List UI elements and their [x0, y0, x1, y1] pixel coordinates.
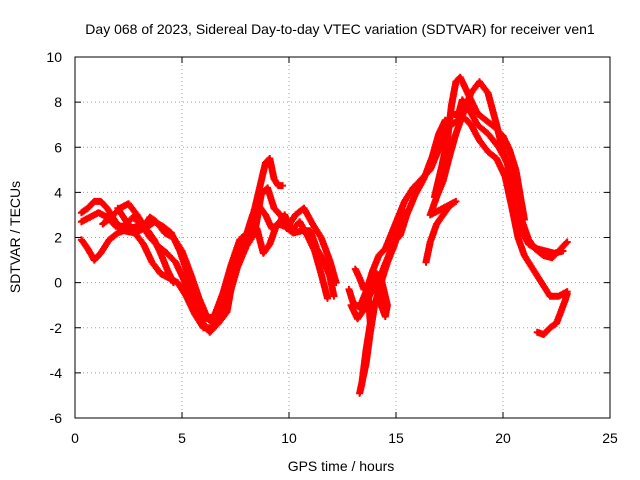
y-tick-label: 4 — [54, 184, 62, 200]
x-tick-label: 5 — [178, 430, 186, 446]
x-tick-label: 15 — [388, 430, 404, 446]
x-tick-label: 10 — [281, 430, 297, 446]
x-axis-label: GPS time / hours — [288, 458, 395, 474]
x-tick-label: 20 — [495, 430, 511, 446]
x-tick-label: 0 — [71, 430, 79, 446]
series-markers — [533, 290, 571, 338]
chart-title: Day 068 of 2023, Sidereal Day-to-day VTE… — [85, 21, 595, 37]
y-tick-label: -2 — [50, 320, 63, 336]
series-trace-10 — [533, 290, 571, 338]
y-tick-label: 8 — [54, 94, 62, 110]
series-markers — [114, 184, 340, 332]
y-tick-label: 10 — [46, 49, 62, 65]
series-trace-11 — [431, 73, 528, 223]
series-markers — [422, 78, 571, 266]
y-tick-label: -6 — [50, 410, 63, 426]
series-markers — [431, 73, 528, 223]
y-tick-label: -4 — [50, 365, 63, 381]
x-tick-label: 25 — [602, 430, 618, 446]
y-axis-ticks: -6 -4 -2 0 2 4 6 8 10 — [46, 49, 610, 426]
series-trace-8 — [351, 209, 409, 397]
y-axis-label: SDTVAR / TECUs — [7, 181, 23, 293]
y-tick-label: 6 — [54, 139, 62, 155]
x-axis-ticks: 0 5 10 15 20 25 — [71, 57, 618, 446]
series-trace-5 — [114, 184, 340, 332]
y-tick-label: 2 — [54, 230, 62, 246]
series-trace-9 — [422, 78, 571, 266]
y-tick-label: 0 — [54, 275, 62, 291]
data-points — [77, 73, 571, 397]
series-markers — [351, 209, 409, 397]
